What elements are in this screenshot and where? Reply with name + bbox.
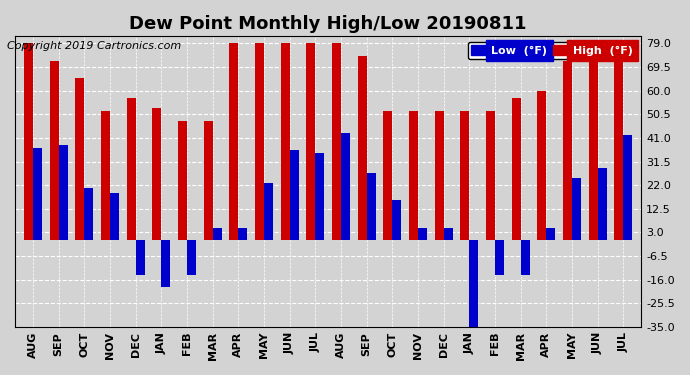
- Bar: [264, 183, 273, 240]
- Bar: [110, 193, 119, 240]
- Text: Copyright 2019 Cartronics.com: Copyright 2019 Cartronics.com: [7, 41, 181, 51]
- Bar: [357, 56, 366, 240]
- Bar: [255, 44, 264, 240]
- Bar: [33, 148, 42, 240]
- Title: Dew Point Monthly High/Low 20190811: Dew Point Monthly High/Low 20190811: [130, 15, 527, 33]
- Bar: [469, 240, 478, 332]
- Bar: [229, 44, 238, 240]
- Bar: [238, 228, 247, 240]
- Bar: [204, 120, 213, 240]
- Bar: [521, 240, 530, 275]
- Bar: [75, 78, 84, 240]
- Bar: [538, 91, 546, 240]
- Bar: [187, 240, 196, 275]
- Bar: [315, 153, 324, 240]
- Bar: [152, 108, 161, 240]
- Bar: [136, 240, 145, 275]
- Bar: [384, 111, 393, 240]
- Bar: [546, 228, 555, 240]
- Bar: [393, 200, 402, 240]
- Bar: [178, 120, 187, 240]
- Bar: [281, 44, 290, 240]
- Bar: [84, 188, 93, 240]
- Bar: [435, 111, 444, 240]
- Bar: [366, 173, 375, 240]
- Bar: [614, 44, 624, 240]
- Bar: [341, 133, 350, 240]
- Bar: [101, 111, 110, 240]
- Bar: [572, 178, 581, 240]
- Bar: [444, 228, 453, 240]
- Bar: [24, 44, 33, 240]
- Bar: [460, 111, 469, 240]
- Bar: [161, 240, 170, 287]
- Bar: [332, 44, 341, 240]
- Bar: [598, 168, 607, 240]
- Bar: [127, 98, 136, 240]
- Bar: [624, 135, 633, 240]
- Bar: [50, 61, 59, 240]
- Bar: [563, 61, 572, 240]
- Bar: [512, 98, 521, 240]
- Bar: [486, 111, 495, 240]
- Bar: [495, 240, 504, 275]
- Bar: [213, 228, 221, 240]
- Bar: [290, 150, 299, 240]
- Bar: [59, 146, 68, 240]
- Bar: [409, 111, 418, 240]
- Bar: [418, 228, 427, 240]
- Bar: [306, 44, 315, 240]
- Bar: [589, 61, 598, 240]
- Legend: Low  (°F), High  (°F): Low (°F), High (°F): [468, 42, 635, 59]
